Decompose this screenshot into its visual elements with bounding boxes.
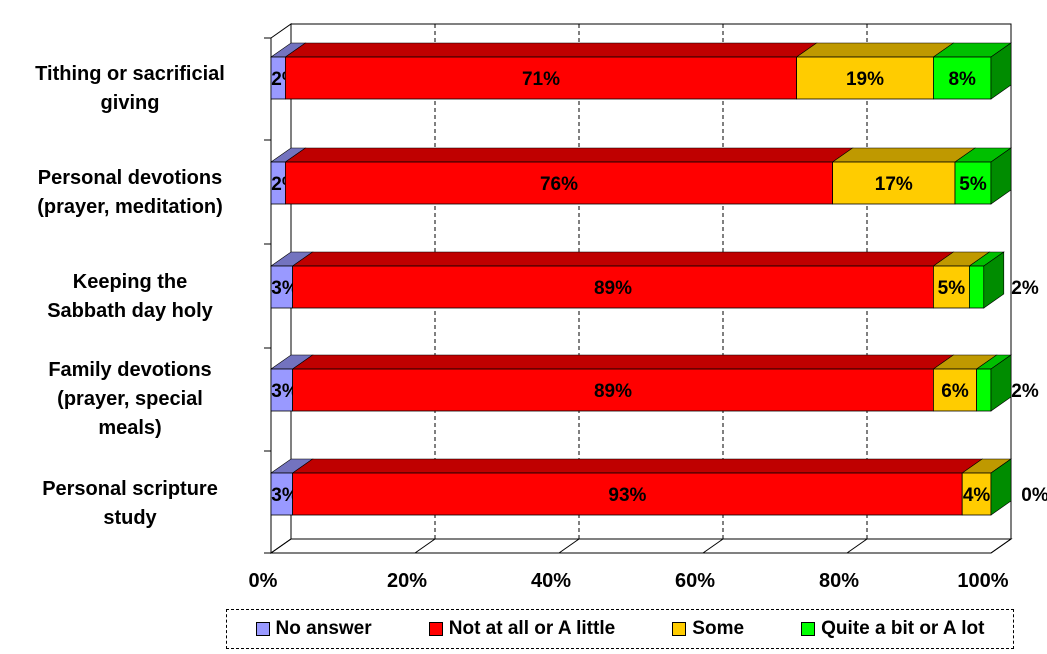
bar-segment-top	[795, 42, 955, 58]
floor-gridline	[270, 538, 292, 554]
data-label: 19%	[846, 69, 884, 90]
bar-segment-side	[983, 251, 1005, 309]
legend-swatch-quite-a-bit	[801, 622, 816, 636]
bar-segment-top	[291, 458, 984, 474]
data-label: 0%	[1021, 485, 1047, 506]
bar-row: 3% 89% 6% 2%	[270, 354, 1039, 412]
data-label: 3%	[271, 485, 299, 506]
gridlines	[270, 24, 1012, 554]
legend: No answer Not at all or A little Some Qu…	[226, 609, 1014, 649]
legend-swatch-no-answer	[255, 622, 270, 636]
x-tick-label: 60%	[675, 570, 715, 592]
bars: 2%71%19%8%2%76%17%5%3%89%5%2%3%89%6%2%3%…	[270, 42, 1047, 516]
data-label: 3%	[271, 278, 299, 299]
floor-gridline	[990, 538, 1012, 554]
category-label-line: Keeping the	[72, 271, 188, 293]
category-label: Keeping the Sabbath day holy	[0, 268, 260, 326]
category-label-line: Personal devotions	[37, 167, 223, 189]
data-label: 89%	[594, 278, 632, 299]
bar-row: 2%71%19%8%	[270, 42, 1012, 100]
x-tick-label: 20%	[387, 570, 427, 592]
bar-segment-side	[990, 42, 1012, 100]
floor	[269, 538, 1013, 554]
bar-row: 3% 93% 4% 0%	[270, 458, 1047, 516]
legend-item-some: Some	[672, 618, 744, 640]
axes	[264, 37, 272, 554]
bar-segment	[284, 56, 798, 100]
data-label: 93%	[608, 485, 646, 506]
bar-segment-top	[291, 354, 955, 370]
bar-segment	[954, 161, 992, 205]
data-label: 2%	[1011, 381, 1039, 402]
data-label: 89%	[594, 381, 632, 402]
bar-segment-top	[284, 147, 854, 163]
x-tick-labels: 0% 20% 40% 60% 80% 100%	[249, 570, 1009, 592]
legend-label-no-answer: No answer	[275, 618, 372, 639]
legend-label-not-at-all: Not at all or A little	[448, 618, 616, 639]
legend-item-not-at-all: Not at all or A little	[428, 618, 616, 640]
bar-segment	[969, 265, 985, 309]
category-label: Tithing or sacrificial giving	[0, 60, 260, 118]
x-tick-label: 0%	[249, 570, 278, 592]
bar-segment-top	[831, 147, 976, 163]
data-label: 76%	[540, 174, 578, 195]
data-label: 5%	[959, 174, 987, 195]
data-label: 4%	[963, 485, 991, 506]
floor-gridline	[846, 538, 868, 554]
bar-segment	[292, 265, 934, 309]
data-label: 17%	[875, 174, 913, 195]
category-label-line: Family devotions	[48, 358, 212, 381]
stacked-bar-chart: 2%71%19%8%2%76%17%5%3%89%5%2%3%89%6%2%3%…	[249, 23, 1047, 592]
bar-row: 3% 89% 5% 2%	[270, 251, 1039, 309]
category-label: Personal devotions (prayer, meditation)	[0, 164, 260, 222]
category-label: Personal scripture study	[0, 475, 260, 533]
bar-segment-side	[990, 458, 1012, 516]
legend-swatch-not-at-all	[428, 622, 443, 636]
category-label: Family devotions (prayer, special meals)	[0, 356, 260, 443]
legend-item-no-answer: No answer	[255, 618, 372, 640]
category-label-line: (prayer, special	[57, 387, 203, 410]
data-label: 3%	[271, 381, 299, 402]
category-label-line: meals)	[98, 416, 162, 439]
bar-segment-side	[990, 147, 1012, 205]
legend-label-some: Some	[692, 618, 745, 639]
category-label-line: giving	[100, 92, 160, 114]
bar-segment	[933, 56, 992, 100]
x-tick-label: 100%	[957, 570, 1008, 592]
bar-segment	[284, 161, 834, 205]
category-label-line: Personal scripture	[42, 478, 218, 500]
category-label-line: Sabbath day holy	[47, 300, 213, 322]
category-label-line: Tithing or sacrificial	[35, 63, 225, 85]
x-tick-label: 40%	[531, 570, 571, 592]
bar-row: 2%76%17%5%	[270, 147, 1012, 205]
data-label: 2%	[1011, 278, 1039, 299]
floor-gridline	[702, 538, 724, 554]
legend-label-quite-a-bit: Quite a bit or A lot	[821, 618, 985, 639]
data-label: 8%	[948, 69, 976, 90]
data-label: 6%	[941, 381, 969, 402]
floor-gridline	[558, 538, 580, 554]
data-label: 71%	[522, 69, 560, 90]
bar-segment	[832, 161, 956, 205]
category-label-line: (prayer, meditation)	[37, 196, 223, 218]
data-label: 5%	[938, 278, 966, 299]
bar-segment	[933, 265, 970, 309]
bar-segment-top	[284, 42, 818, 58]
bar-segment-top	[291, 251, 955, 267]
legend-item-quite-a-bit: Quite a bit or A lot	[801, 618, 984, 640]
bar-segment-side	[990, 354, 1012, 412]
category-label-line: study	[103, 507, 157, 529]
bar-segment	[976, 368, 992, 412]
floor-gridline	[414, 538, 436, 554]
legend-swatch-some	[672, 622, 687, 636]
x-tick-label: 80%	[819, 570, 859, 592]
